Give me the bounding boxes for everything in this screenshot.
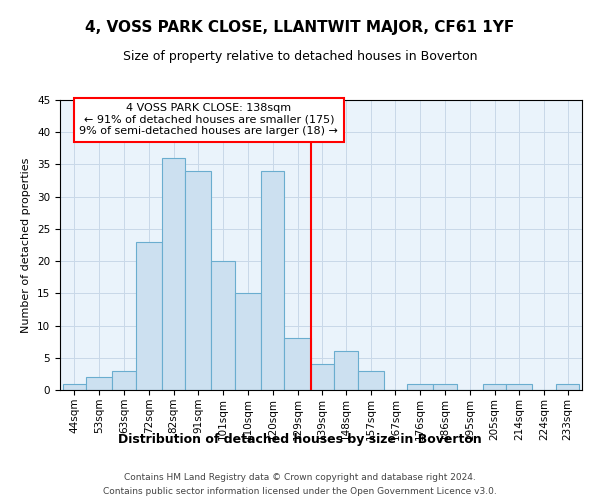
Bar — [162, 158, 185, 390]
Bar — [112, 370, 136, 390]
Bar — [284, 338, 311, 390]
Bar — [211, 261, 235, 390]
Text: Contains public sector information licensed under the Open Government Licence v3: Contains public sector information licen… — [103, 488, 497, 496]
Bar — [556, 384, 580, 390]
Bar — [433, 384, 457, 390]
Text: Contains HM Land Registry data © Crown copyright and database right 2024.: Contains HM Land Registry data © Crown c… — [124, 472, 476, 482]
Bar — [407, 384, 433, 390]
Text: 4, VOSS PARK CLOSE, LLANTWIT MAJOR, CF61 1YF: 4, VOSS PARK CLOSE, LLANTWIT MAJOR, CF61… — [85, 20, 515, 35]
Bar — [483, 384, 506, 390]
Text: Size of property relative to detached houses in Boverton: Size of property relative to detached ho… — [123, 50, 477, 63]
Text: Distribution of detached houses by size in Boverton: Distribution of detached houses by size … — [118, 432, 482, 446]
Bar — [311, 364, 334, 390]
Bar — [235, 294, 261, 390]
Bar — [62, 384, 86, 390]
Text: 4 VOSS PARK CLOSE: 138sqm
← 91% of detached houses are smaller (175)
9% of semi-: 4 VOSS PARK CLOSE: 138sqm ← 91% of detac… — [79, 103, 338, 136]
Bar — [358, 370, 383, 390]
Bar — [86, 377, 112, 390]
Bar — [261, 171, 284, 390]
Bar — [185, 171, 211, 390]
Bar — [136, 242, 162, 390]
Bar — [334, 352, 358, 390]
Y-axis label: Number of detached properties: Number of detached properties — [22, 158, 31, 332]
Bar — [506, 384, 532, 390]
